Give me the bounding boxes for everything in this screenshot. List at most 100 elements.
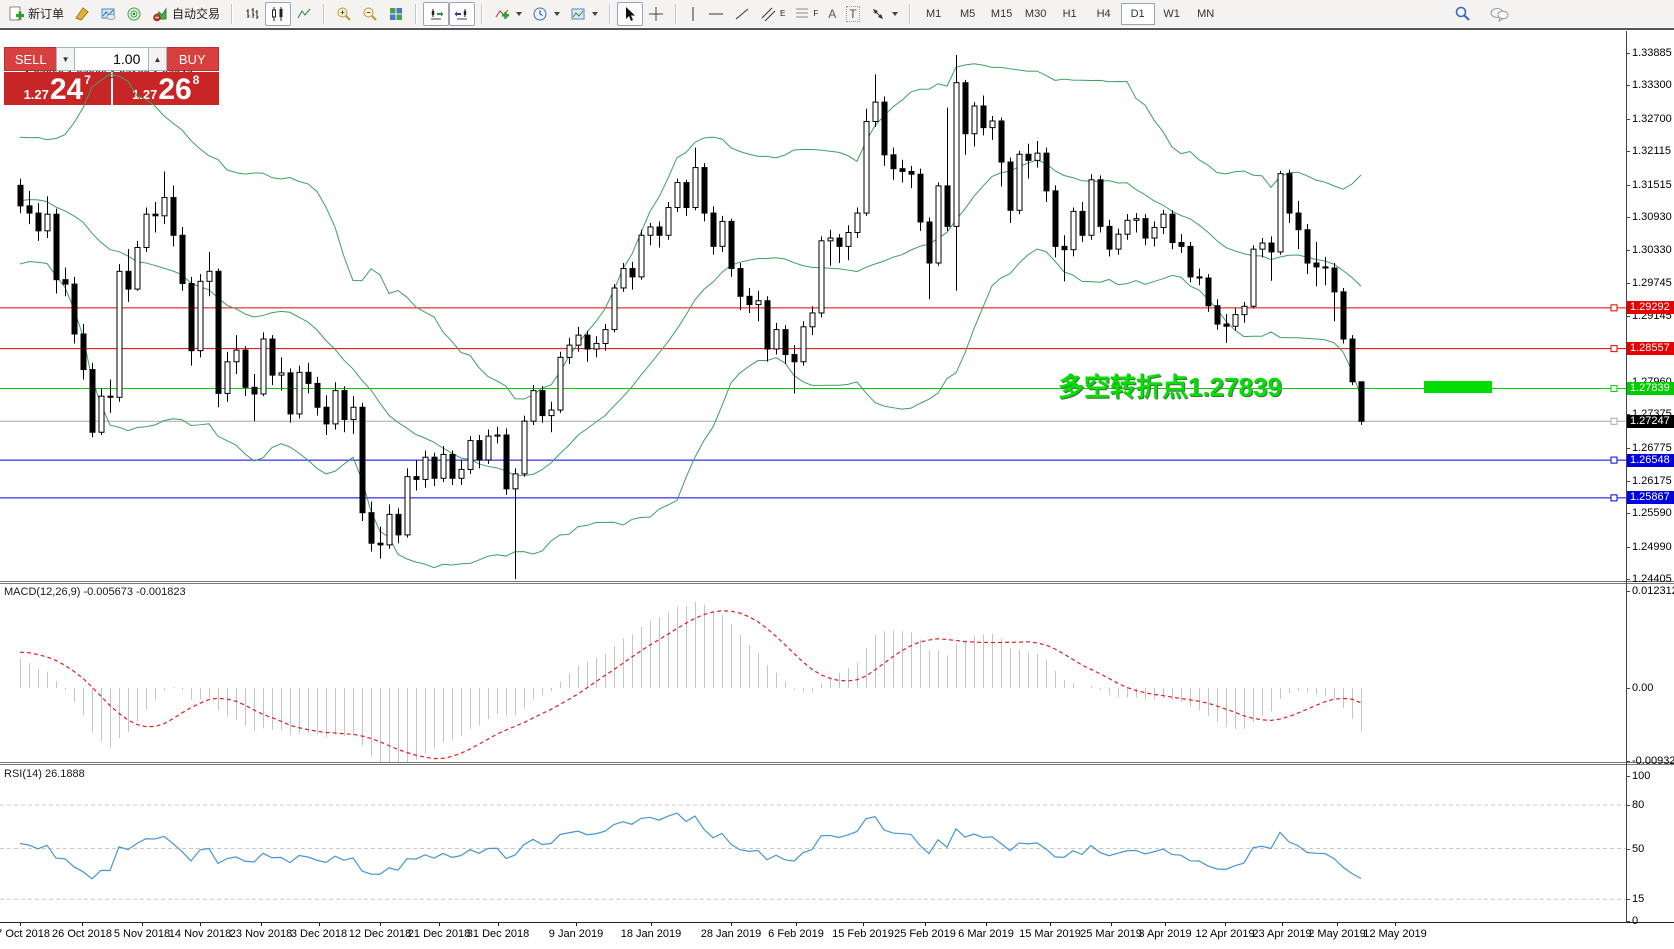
tile-windows-button[interactable] [383, 2, 409, 26]
buy-price-prefix: 1.27 [132, 87, 158, 102]
price-tick-label: 1.33885 [1632, 47, 1672, 59]
date-tick-mark [651, 922, 652, 926]
templates-button[interactable] [565, 2, 603, 26]
buy-price-big: 26 [158, 73, 192, 106]
zoom-in-button[interactable] [331, 2, 357, 26]
date-label: 25 Feb 2019 [894, 928, 956, 940]
signals-icon [126, 6, 142, 22]
date-tick-mark [380, 922, 381, 926]
crosshair-button[interactable] [643, 2, 669, 26]
chart-top-border [0, 28, 1674, 30]
rsi-panel[interactable] [0, 765, 1626, 922]
line-chart-button[interactable] [291, 2, 317, 26]
bar-chart-icon [244, 6, 260, 22]
rsi-tick-mark [1626, 805, 1630, 806]
date-tick-mark [319, 922, 320, 926]
date-tick-mark [986, 922, 987, 926]
highlight-rect[interactable] [1424, 381, 1492, 393]
tile-windows-icon [388, 6, 404, 22]
timeframe-m15[interactable]: M15 [990, 7, 1013, 20]
price-tick-mark [1626, 480, 1630, 482]
pivot-annotation[interactable]: 多空转折点1.27839 [1058, 372, 1282, 402]
macd-tick-label: -0.009328 [1632, 755, 1674, 768]
volume-increase-button[interactable]: ▲ [148, 47, 167, 71]
candlestick-chart-button[interactable] [265, 1, 292, 26]
rsi-tick-label: 80 [1632, 799, 1645, 811]
new-order-button[interactable]: 新订单 [3, 2, 69, 26]
date-label: 18 Jan 2019 [620, 928, 682, 940]
date-label: 12 Dec 2018 [348, 928, 412, 940]
sell-button[interactable]: SELL [4, 47, 57, 71]
timeframe-w1[interactable]: W1 [1163, 7, 1180, 20]
date-label: 23 Nov 2018 [229, 928, 293, 940]
macd-tick-mark [1626, 761, 1630, 763]
timeframe-m30[interactable]: M30 [1024, 7, 1047, 20]
candlestick-chart-icon [270, 6, 286, 22]
price-tick-label: 1.30930 [1632, 210, 1672, 223]
date-tick-mark [1225, 922, 1226, 926]
fibonacci-button[interactable]: F [790, 2, 823, 26]
macd-panel[interactable] [0, 584, 1626, 762]
channel-button[interactable]: E [755, 2, 790, 26]
horizontal-line-button[interactable] [703, 2, 729, 26]
chat-button[interactable] [1484, 2, 1514, 26]
price-tick-mark [1626, 579, 1630, 580]
sell-price-tile[interactable]: 1.27 24 7 [4, 72, 111, 105]
vertical-line-button[interactable] [683, 2, 703, 26]
sell-price-sup: 7 [84, 73, 91, 87]
auto-scroll-button[interactable] [423, 1, 450, 26]
timeframe-h4[interactable]: H4 [1096, 7, 1111, 20]
date-tick-mark [261, 922, 262, 926]
rsi-tick-label: 15 [1632, 893, 1645, 906]
fibonacci-letter: F [813, 9, 819, 18]
bar-chart-button[interactable] [239, 2, 265, 26]
search-icon [1454, 5, 1471, 22]
zoom-out-button[interactable] [357, 2, 383, 26]
trendline-button[interactable] [729, 2, 755, 26]
line-chart-icon [296, 6, 312, 22]
timeframe-h1[interactable]: H1 [1062, 7, 1077, 20]
chart-shift-button[interactable] [449, 1, 476, 26]
search-button[interactable] [1449, 2, 1476, 26]
market-watch-button[interactable] [69, 2, 95, 26]
price-tick-label: 1.31515 [1632, 178, 1672, 191]
timeframe-d1[interactable]: D1 [1120, 2, 1155, 25]
volume-input[interactable]: 1.00 [74, 47, 149, 71]
main-chart[interactable] [0, 31, 1626, 581]
panel-separator-rsi[interactable] [0, 762, 1674, 765]
macd-tick-mark [1626, 590, 1630, 592]
cursor-button[interactable] [617, 1, 644, 26]
autotrading-button[interactable]: 自动交易 [147, 2, 225, 26]
timeframe-m5[interactable]: M5 [959, 7, 976, 20]
data-window-button[interactable] [95, 2, 121, 26]
periods-button[interactable] [527, 2, 565, 26]
date-label: 6 Mar 2019 [958, 928, 1014, 940]
chat-icon [1489, 6, 1509, 22]
text-button[interactable]: A [823, 2, 841, 26]
date-label: 15 Mar 2019 [1019, 928, 1081, 940]
market-watch-icon [74, 6, 90, 22]
signals-button[interactable] [121, 2, 147, 26]
date-tick-mark [1050, 922, 1051, 926]
text-label-button[interactable]: T [841, 2, 864, 26]
rsi-tick-label: 50 [1632, 842, 1645, 855]
price-tick-mark [1626, 53, 1630, 54]
buy-price-sup: 8 [192, 73, 200, 87]
panel-separator-macd[interactable] [0, 581, 1674, 584]
arrows-button[interactable] [865, 2, 903, 26]
price-tick-mark [1626, 282, 1630, 284]
timeframe-mn[interactable]: MN [1197, 7, 1215, 20]
volume-decrease-button[interactable]: ▼ [56, 47, 75, 71]
price-line-flag: 1.27839 [1627, 381, 1674, 395]
indicators-button[interactable] [489, 2, 527, 26]
date-label: 28 Jan 2019 [700, 928, 762, 940]
data-window-icon [100, 6, 116, 22]
buy-price-tile[interactable]: 1.27 26 8 [112, 72, 219, 106]
buy-button[interactable]: BUY [166, 47, 219, 71]
date-label: 12 May 2019 [1363, 928, 1427, 940]
date-label: 3 Apr 2019 [1138, 928, 1192, 940]
new-order-label: 新订单 [28, 7, 65, 21]
date-label: 2 May 2019 [1308, 928, 1366, 940]
timeframe-m1[interactable]: M1 [925, 7, 942, 20]
date-tick-mark [925, 922, 926, 926]
